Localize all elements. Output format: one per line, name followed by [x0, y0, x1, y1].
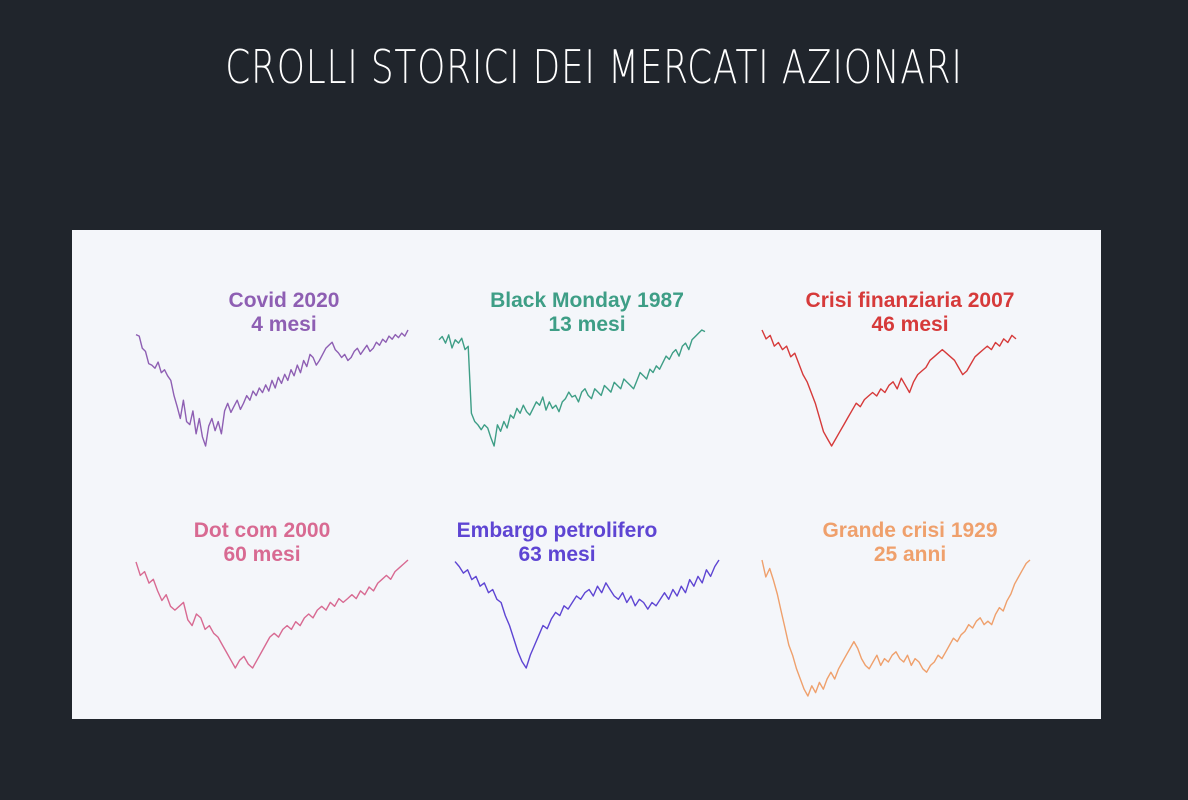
chart-plot	[135, 329, 409, 447]
chart-plot	[761, 329, 1017, 447]
chart-embargo-petrolifero: Embargo petrolifero 63 mesi	[407, 518, 720, 748]
chart-title: Dot com 2000	[193, 519, 331, 542]
chart-title: Covid 2020	[228, 289, 340, 312]
charts-panel: Covid 2020 4 mesi Black Monday 1987 13 m…	[72, 230, 1101, 719]
series-line	[438, 329, 706, 447]
series-line	[761, 329, 1017, 447]
chart-title: Black Monday 1987	[490, 289, 684, 312]
chart-plot	[454, 559, 720, 669]
series-line	[135, 559, 409, 669]
series-line	[135, 329, 409, 447]
chart-black-monday-1987: Black Monday 1987 13 mesi	[437, 288, 737, 518]
chart-dot-com-2000: Dot com 2000 60 mesi	[112, 518, 412, 748]
chart-plot	[135, 559, 409, 669]
chart-subtitle: 46 mesi	[871, 313, 949, 336]
page-title: CROLLI STORICI DEI MERCATI AZIONARI	[225, 40, 963, 94]
series-line	[761, 559, 1031, 697]
series-line	[454, 559, 720, 669]
chart-plot	[438, 329, 706, 447]
chart-title: Crisi finanziaria 2007	[805, 289, 1015, 312]
chart-title: Embargo petrolifero	[456, 519, 658, 542]
chart-plot	[761, 559, 1031, 697]
chart-subtitle: 63 mesi	[518, 543, 596, 566]
chart-covid-2020: Covid 2020 4 mesi	[134, 288, 434, 518]
chart-subtitle: 25 anni	[873, 543, 947, 566]
chart-title: Grande crisi 1929	[822, 519, 998, 542]
chart-subtitle: 13 mesi	[548, 313, 626, 336]
chart-crisi-finanziaria-2007: Crisi finanziaria 2007 46 mesi	[760, 288, 1060, 518]
chart-grande-crisi-1929: Grande crisi 1929 25 anni	[760, 518, 1060, 748]
chart-subtitle: 60 mesi	[223, 543, 301, 566]
chart-subtitle: 4 mesi	[251, 313, 317, 336]
